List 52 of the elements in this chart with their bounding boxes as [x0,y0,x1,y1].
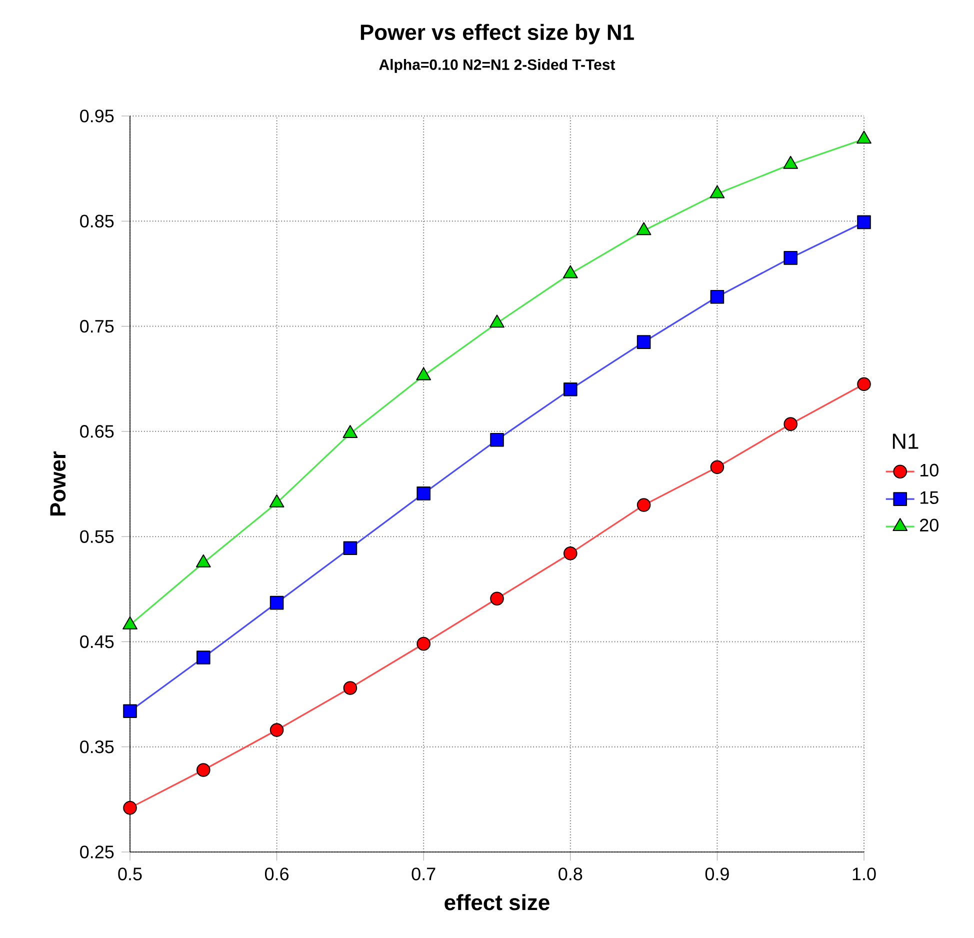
point [710,290,724,304]
y-tick-label: 0.55 [80,530,114,543]
point [123,704,137,718]
legend-label: 15 [920,491,938,504]
point [123,800,137,815]
point [490,592,504,606]
point [343,681,358,695]
y-axis-title: Power [50,451,66,516]
point [270,723,284,737]
y-tick-label: 0.75 [80,320,114,333]
y-tick-label: 0.35 [80,740,114,754]
point [490,432,504,447]
point [564,382,578,396]
point [857,377,871,392]
point [342,425,358,438]
point [857,215,871,230]
point [416,636,430,651]
point [564,546,578,560]
point [856,130,872,144]
point [270,596,284,610]
point [416,367,432,380]
x-tick-label: 0.7 [412,868,436,880]
point [343,541,358,556]
point [784,417,798,431]
chart-title: Power vs effect size by N1 [360,24,634,44]
point [562,265,578,278]
x-tick-label: 0.5 [118,868,142,880]
y-tick-label: 0.65 [80,425,114,438]
point [710,460,724,474]
point [490,314,504,328]
legend-label: 10 [920,464,938,477]
x-axis-title: effect size [444,894,550,910]
x-tick-label: 0.6 [264,868,289,880]
legend-title: N1 [892,434,918,449]
y-tick-label: 0.85 [80,214,114,228]
point [784,251,798,265]
legend-label: 20 [920,518,938,532]
x-tick-label: 0.8 [558,868,582,880]
point [636,335,651,349]
x-tick-label: 1.0 [852,868,876,880]
point [710,185,725,198]
x-tick-label: 0.9 [705,868,729,880]
point [783,156,798,169]
chart-subtitle: Alpha=0.10 N2=N1 2-Sided T-Test [379,58,616,73]
point [416,486,430,500]
point [196,763,210,777]
y-tick-label: 0.25 [80,846,114,858]
y-tick-label: 0.45 [80,635,114,648]
y-tick-label: 0.95 [80,110,114,122]
point [636,222,652,236]
point [636,498,651,512]
point [196,650,210,664]
